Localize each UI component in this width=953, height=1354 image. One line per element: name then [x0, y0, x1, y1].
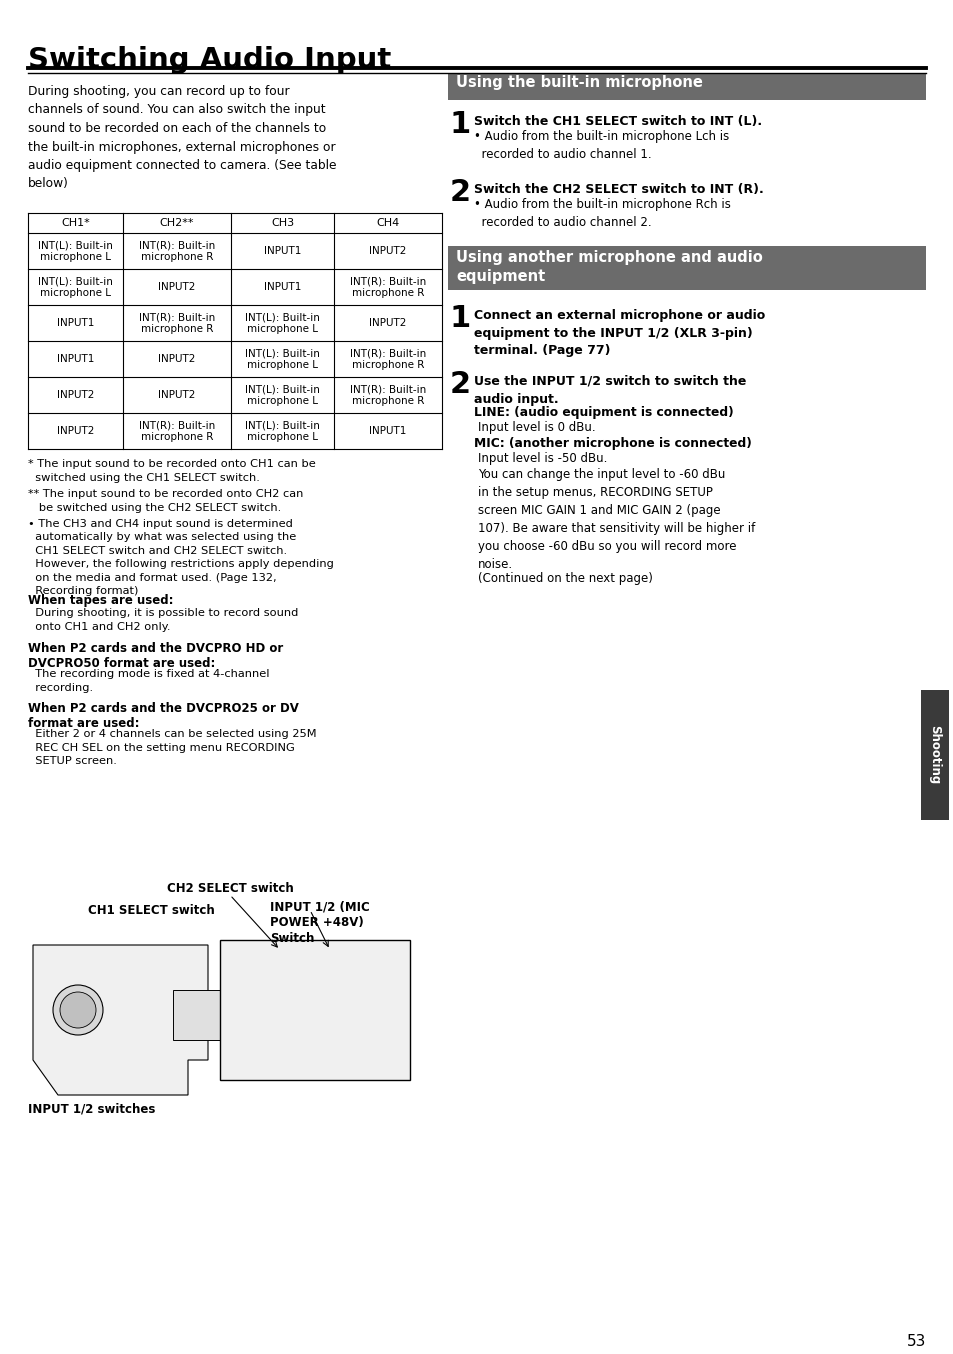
FancyBboxPatch shape: [229, 1049, 265, 1066]
Text: INPUT2: INPUT2: [369, 318, 406, 328]
Text: Use the INPUT 1/2 switch to switch the
audio input.: Use the INPUT 1/2 switch to switch the a…: [474, 375, 745, 405]
Text: INT(R): Built-in
microphone R: INT(R): Built-in microphone R: [139, 311, 214, 334]
Text: automatically by what was selected using the
  CH1 SELECT switch and CH2 SELECT : automatically by what was selected using…: [28, 532, 334, 596]
Text: INPUT2: INPUT2: [369, 246, 406, 256]
Text: CH2**: CH2**: [159, 218, 194, 227]
Text: INPUT 1/2 (MIC
POWER +48V)
Switch: INPUT 1/2 (MIC POWER +48V) Switch: [270, 900, 370, 945]
Text: (Continued on the next page): (Continued on the next page): [477, 571, 652, 585]
Text: Connect an external microphone or audio
equipment to the INPUT 1/2 (XLR 3-pin)
t: Connect an external microphone or audio …: [474, 309, 764, 357]
Text: INPUT2: INPUT2: [158, 282, 195, 292]
Text: INT(L): Built-in
microphone L: INT(L): Built-in microphone L: [245, 385, 319, 406]
Text: INPUT1: INPUT1: [57, 318, 94, 328]
Text: Input level is 0 dBu.: Input level is 0 dBu.: [477, 421, 595, 435]
Text: During shooting, you can record up to four
channels of sound. You can also switc: During shooting, you can record up to fo…: [28, 85, 336, 191]
FancyBboxPatch shape: [360, 1049, 396, 1066]
Text: During shooting, it is possible to record sound
  onto CH1 and CH2 only.: During shooting, it is possible to recor…: [28, 608, 298, 631]
Text: • The CH3 and CH4 input sound is determined: • The CH3 and CH4 input sound is determi…: [28, 519, 293, 529]
Circle shape: [53, 984, 103, 1034]
Text: INT(R): Built-in
microphone R: INT(R): Built-in microphone R: [139, 420, 214, 441]
Text: CH2 SELECT switch: CH2 SELECT switch: [167, 881, 294, 895]
Text: When P2 cards and the DVCPRO25 or DV
format are used:: When P2 cards and the DVCPRO25 or DV for…: [28, 701, 298, 730]
FancyBboxPatch shape: [448, 246, 925, 290]
Text: CH4: CH4: [376, 218, 399, 227]
Text: INT(R): Built-in
microphone R: INT(R): Built-in microphone R: [139, 240, 214, 263]
Text: INT(R): Built-in
microphone R: INT(R): Built-in microphone R: [350, 385, 426, 406]
FancyBboxPatch shape: [220, 940, 410, 1080]
Text: INPUT2: INPUT2: [57, 427, 94, 436]
Text: Switch the CH2 SELECT switch to INT (R).: Switch the CH2 SELECT switch to INT (R).: [474, 183, 763, 196]
Text: CH3: CH3: [271, 218, 294, 227]
Text: The recording mode is fixed at 4-channel
  recording.: The recording mode is fixed at 4-channel…: [28, 669, 269, 693]
FancyBboxPatch shape: [920, 691, 948, 821]
Text: MIC: (another microphone is connected): MIC: (another microphone is connected): [474, 437, 751, 450]
Text: INT(L): Built-in
microphone L: INT(L): Built-in microphone L: [38, 276, 112, 298]
Text: 1: 1: [450, 305, 471, 333]
FancyBboxPatch shape: [323, 974, 355, 997]
Text: Switching Audio Input: Switching Audio Input: [28, 46, 391, 74]
Text: * The input sound to be recorded onto CH1 can be
  switched using the CH1 SELECT: * The input sound to be recorded onto CH…: [28, 459, 315, 482]
Text: Shooting: Shooting: [927, 726, 941, 784]
Text: INPUT 1/2 switches: INPUT 1/2 switches: [28, 1102, 155, 1114]
Text: INT(L): Built-in
microphone L: INT(L): Built-in microphone L: [245, 311, 319, 334]
Text: Either 2 or 4 channels can be selected using 25M
  REC CH SEL on the setting men: Either 2 or 4 channels can be selected u…: [28, 728, 316, 766]
FancyBboxPatch shape: [244, 1014, 288, 1034]
Text: INPUT1: INPUT1: [264, 282, 301, 292]
Text: LINE: (audio equipment is connected): LINE: (audio equipment is connected): [474, 406, 733, 418]
Text: ** The input sound to be recorded onto CH2 can
   be switched using the CH2 SELE: ** The input sound to be recorded onto C…: [28, 489, 303, 513]
Text: • Audio from the built-in microphone Lch is
  recorded to audio channel 1.: • Audio from the built-in microphone Lch…: [474, 130, 728, 161]
FancyBboxPatch shape: [298, 1014, 343, 1034]
Text: Switch the CH1 SELECT switch to INT (L).: Switch the CH1 SELECT switch to INT (L).: [474, 115, 761, 129]
FancyBboxPatch shape: [316, 1049, 353, 1066]
Text: INT(L): Built-in
microphone L: INT(L): Built-in microphone L: [245, 348, 319, 370]
Text: INPUT1: INPUT1: [369, 427, 406, 436]
Text: INT(L): Built-in
microphone L: INT(L): Built-in microphone L: [245, 420, 319, 441]
FancyBboxPatch shape: [273, 1049, 309, 1066]
Text: INPUT2: INPUT2: [158, 353, 195, 364]
FancyBboxPatch shape: [281, 974, 313, 997]
Text: When tapes are used:: When tapes are used:: [28, 594, 173, 607]
Text: INT(R): Built-in
microphone R: INT(R): Built-in microphone R: [350, 276, 426, 298]
Polygon shape: [33, 945, 208, 1095]
Text: INPUT2: INPUT2: [57, 390, 94, 399]
Text: INPUT1: INPUT1: [57, 353, 94, 364]
Text: INPUT2: INPUT2: [158, 390, 195, 399]
Text: 1: 1: [450, 110, 471, 139]
FancyBboxPatch shape: [448, 73, 925, 100]
Text: When P2 cards and the DVCPRO HD or
DVCPRO50 format are used:: When P2 cards and the DVCPRO HD or DVCPR…: [28, 642, 283, 670]
Text: INT(L): Built-in
microphone L: INT(L): Built-in microphone L: [38, 240, 112, 263]
Text: 2: 2: [450, 370, 471, 399]
Text: 2: 2: [450, 177, 471, 207]
Text: CH1*: CH1*: [61, 218, 90, 227]
Polygon shape: [172, 990, 223, 1040]
Text: INT(R): Built-in
microphone R: INT(R): Built-in microphone R: [350, 348, 426, 370]
Text: You can change the input level to -60 dBu
in the setup menus, RECORDING SETUP
sc: You can change the input level to -60 dB…: [477, 468, 755, 571]
Text: 53: 53: [905, 1334, 925, 1349]
Text: • Audio from the built-in microphone Rch is
  recorded to audio channel 2.: • Audio from the built-in microphone Rch…: [474, 198, 730, 229]
Text: CH1 SELECT switch: CH1 SELECT switch: [88, 904, 214, 917]
Text: Using the built-in microphone: Using the built-in microphone: [456, 74, 702, 89]
Text: INPUT1: INPUT1: [264, 246, 301, 256]
Circle shape: [60, 992, 96, 1028]
Text: Input level is -50 dBu.: Input level is -50 dBu.: [477, 452, 607, 464]
FancyBboxPatch shape: [239, 974, 271, 997]
Text: Using another microphone and audio
equipment: Using another microphone and audio equip…: [456, 250, 762, 284]
